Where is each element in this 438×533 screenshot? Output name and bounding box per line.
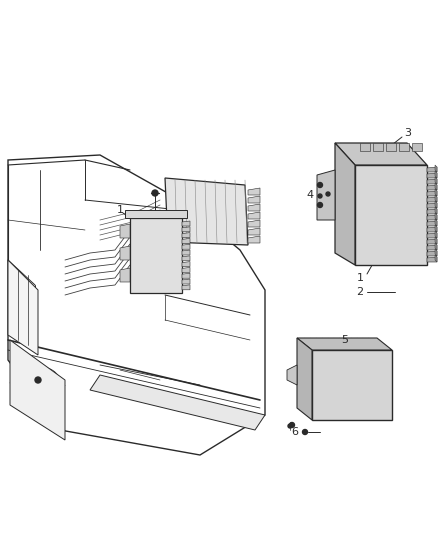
Polygon shape	[427, 209, 437, 214]
Polygon shape	[90, 375, 265, 430]
Polygon shape	[435, 171, 437, 178]
Polygon shape	[435, 237, 437, 244]
Circle shape	[290, 423, 294, 427]
Polygon shape	[182, 238, 190, 244]
Polygon shape	[435, 189, 437, 196]
Polygon shape	[427, 215, 437, 220]
Text: 6: 6	[292, 427, 299, 437]
Circle shape	[318, 203, 322, 207]
Polygon shape	[427, 173, 437, 178]
Polygon shape	[182, 244, 190, 249]
Text: 2: 2	[357, 287, 364, 297]
Polygon shape	[427, 179, 437, 184]
Polygon shape	[427, 233, 437, 238]
Polygon shape	[182, 273, 190, 278]
Polygon shape	[427, 239, 437, 244]
Polygon shape	[125, 210, 187, 218]
Polygon shape	[248, 220, 260, 227]
Polygon shape	[10, 340, 65, 440]
Polygon shape	[435, 165, 437, 172]
Polygon shape	[182, 221, 190, 226]
Polygon shape	[360, 143, 370, 151]
Polygon shape	[427, 167, 437, 172]
Polygon shape	[248, 188, 260, 195]
Polygon shape	[182, 227, 190, 232]
Polygon shape	[312, 350, 392, 420]
Polygon shape	[435, 195, 437, 202]
Polygon shape	[182, 232, 190, 238]
Polygon shape	[248, 228, 260, 235]
Polygon shape	[8, 155, 265, 455]
Polygon shape	[373, 143, 383, 151]
Polygon shape	[427, 227, 437, 232]
Polygon shape	[182, 250, 190, 255]
Polygon shape	[335, 143, 427, 165]
Text: 1: 1	[357, 273, 364, 283]
Polygon shape	[435, 177, 437, 184]
Text: 3: 3	[405, 128, 411, 138]
Circle shape	[35, 377, 41, 383]
Polygon shape	[412, 143, 422, 151]
Polygon shape	[248, 196, 260, 203]
Polygon shape	[435, 231, 437, 238]
Polygon shape	[427, 257, 437, 262]
Polygon shape	[427, 245, 437, 250]
Polygon shape	[435, 207, 437, 214]
Polygon shape	[248, 204, 260, 211]
Polygon shape	[182, 285, 190, 290]
Polygon shape	[182, 262, 190, 266]
Polygon shape	[427, 251, 437, 256]
Polygon shape	[435, 201, 437, 208]
Circle shape	[288, 424, 292, 428]
Polygon shape	[248, 236, 260, 243]
Polygon shape	[427, 197, 437, 202]
Polygon shape	[335, 143, 355, 265]
Circle shape	[303, 430, 307, 434]
Polygon shape	[165, 178, 248, 245]
Polygon shape	[297, 338, 312, 420]
Polygon shape	[8, 260, 38, 355]
Polygon shape	[130, 218, 182, 293]
Polygon shape	[120, 268, 130, 282]
Polygon shape	[182, 268, 190, 272]
Polygon shape	[399, 143, 409, 151]
Circle shape	[326, 192, 330, 196]
Polygon shape	[435, 219, 437, 226]
Polygon shape	[435, 255, 437, 262]
Polygon shape	[435, 213, 437, 220]
Circle shape	[318, 182, 322, 188]
Text: 5: 5	[342, 335, 349, 345]
Polygon shape	[435, 183, 437, 190]
Polygon shape	[355, 165, 427, 265]
Text: 4: 4	[307, 190, 314, 200]
Polygon shape	[120, 224, 130, 238]
Polygon shape	[427, 185, 437, 190]
Polygon shape	[182, 279, 190, 284]
Polygon shape	[287, 365, 297, 385]
Polygon shape	[297, 338, 392, 350]
Polygon shape	[317, 170, 335, 220]
Polygon shape	[248, 212, 260, 219]
Circle shape	[152, 190, 158, 196]
Polygon shape	[435, 225, 437, 232]
Polygon shape	[427, 221, 437, 226]
Circle shape	[318, 194, 322, 198]
Text: 1: 1	[117, 205, 124, 215]
Polygon shape	[435, 249, 437, 256]
Polygon shape	[427, 203, 437, 208]
Polygon shape	[427, 191, 437, 196]
Polygon shape	[386, 143, 396, 151]
Polygon shape	[182, 256, 190, 261]
Polygon shape	[120, 246, 130, 260]
Polygon shape	[435, 243, 437, 250]
